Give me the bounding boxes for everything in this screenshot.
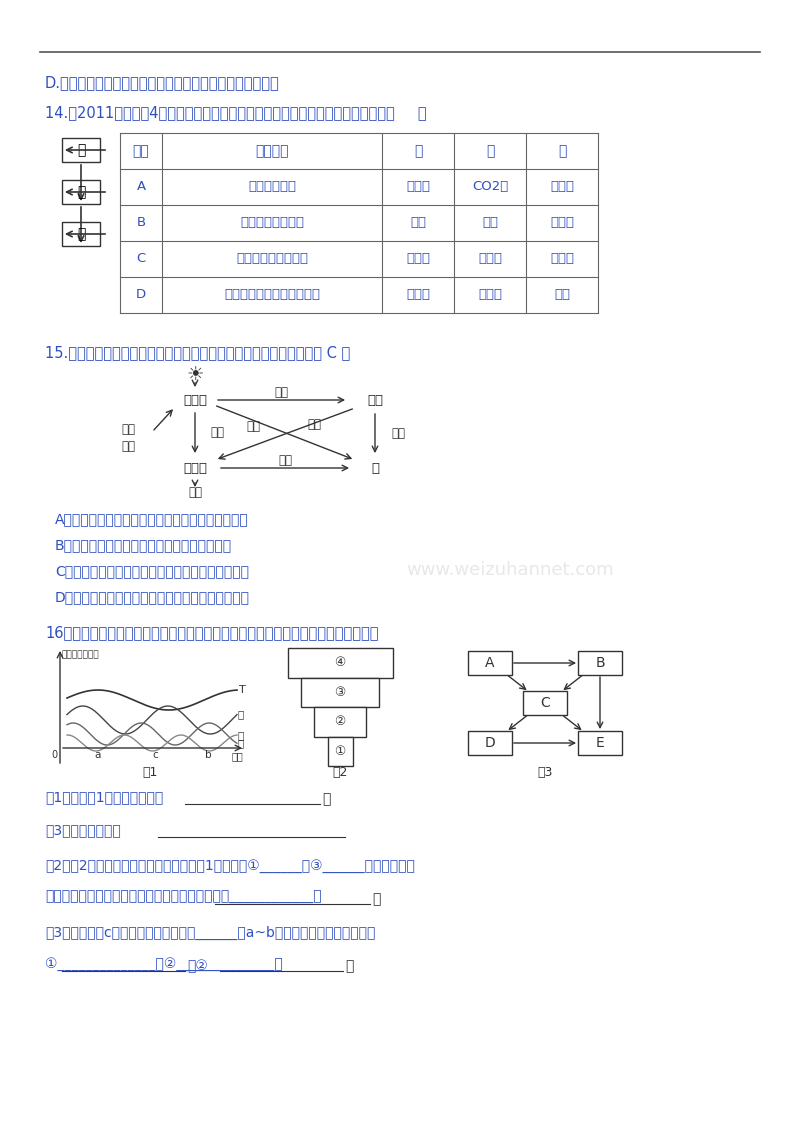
- Text: www.weizuhannet.com: www.weizuhannet.com: [406, 561, 614, 578]
- Text: ．: ．: [322, 792, 330, 806]
- Text: C: C: [136, 252, 146, 266]
- Text: 生产者: 生产者: [550, 180, 574, 194]
- Text: 淋巴: 淋巴: [482, 216, 498, 230]
- FancyBboxPatch shape: [468, 731, 512, 755]
- Text: 分解者: 分解者: [550, 252, 574, 266]
- Text: B: B: [137, 216, 146, 230]
- Text: A: A: [486, 657, 494, 670]
- Text: 甲状腺激素分泌的分级调节: 甲状腺激素分泌的分级调节: [224, 289, 320, 301]
- Text: 图2: 图2: [332, 766, 348, 779]
- Text: ④: ④: [334, 657, 346, 669]
- Text: 消费者: 消费者: [406, 180, 430, 194]
- Text: 血浆: 血浆: [410, 216, 426, 230]
- Text: A．微生物也能利用农作物通过光合作用储存的能量: A．微生物也能利用农作物通过光合作用储存的能量: [55, 512, 249, 526]
- Text: （1）写出图1中的食物链为：: （1）写出图1中的食物链为：: [45, 790, 163, 804]
- Text: 甲: 甲: [238, 710, 244, 720]
- Text: D.无机环境中的物质可以通过多种途径被生物群落反复利用: D.无机环境中的物质可以通过多种途径被生物群落反复利用: [45, 75, 280, 91]
- Text: ①______________；②______________。: ①______________；②______________。: [45, 957, 282, 971]
- Text: 沼渣
沼液: 沼渣 沼液: [121, 423, 135, 453]
- Text: 甲状腺: 甲状腺: [478, 289, 502, 301]
- Text: 丙: 丙: [558, 144, 566, 158]
- Text: 粪便: 粪便: [278, 454, 292, 466]
- Text: c: c: [153, 751, 158, 760]
- Text: ②: ②: [334, 715, 346, 728]
- Text: C: C: [540, 696, 550, 710]
- Text: 生态系统的能量流向: 生态系统的能量流向: [236, 252, 308, 266]
- FancyBboxPatch shape: [327, 737, 353, 766]
- Text: C．沼渣、沼液作为肥料还田，使能量能够循环利用: C．沼渣、沼液作为肥料还田，使能量能够循环利用: [55, 564, 249, 578]
- Text: B: B: [595, 657, 605, 670]
- Text: D: D: [136, 289, 146, 301]
- FancyBboxPatch shape: [468, 651, 512, 675]
- Text: 食物: 食物: [307, 418, 322, 431]
- Text: 。: 。: [345, 959, 354, 974]
- Text: 图3中的食物链为：: 图3中的食物链为：: [45, 823, 121, 837]
- FancyBboxPatch shape: [578, 731, 622, 755]
- Text: A: A: [137, 180, 146, 194]
- Text: 杀丙，则甲的数量在较长一段时间内的变化过程是____________。: 杀丙，则甲的数量在较长一段时间内的变化过程是____________。: [45, 890, 322, 904]
- FancyBboxPatch shape: [578, 651, 622, 675]
- Text: 表示内容: 表示内容: [255, 144, 289, 158]
- Text: B．沼气池中的微生物也是该生态系统的分解者: B．沼气池中的微生物也是该生态系统的分解者: [55, 538, 232, 552]
- Text: 农作物: 农作物: [183, 394, 207, 406]
- FancyBboxPatch shape: [62, 222, 100, 246]
- Text: 15.如图是一个农业生态系统模式图，关于该系统的叙述，错误的是（ C ）: 15.如图是一个农业生态系统模式图，关于该系统的叙述，错误的是（ C ）: [45, 345, 350, 360]
- Text: （2）图2能量金字塔中各营养级对应于图1的名称：①______；③______；如果大量捕: （2）图2能量金字塔中各营养级对应于图1的名称：①______；③______；…: [45, 859, 415, 873]
- Text: 生产者: 生产者: [406, 252, 430, 266]
- Text: ①: ①: [334, 745, 346, 757]
- Text: 食物: 食物: [391, 427, 405, 440]
- Text: 丙: 丙: [238, 730, 244, 740]
- Text: a: a: [94, 751, 101, 760]
- Text: 乙: 乙: [486, 144, 494, 158]
- Text: 饲料: 饲料: [274, 386, 289, 398]
- Text: ；②: ；②: [187, 959, 208, 974]
- Text: 14.（2011年福建卷4．）下表选项中，甲、乙、丙三者关系能用右下图表示的是（     ）: 14.（2011年福建卷4．）下表选项中，甲、乙、丙三者关系能用右下图表示的是（…: [45, 105, 426, 120]
- Text: 碳元素的流向: 碳元素的流向: [248, 180, 296, 194]
- Text: 消费者: 消费者: [478, 252, 502, 266]
- Text: 图1: 图1: [142, 766, 158, 779]
- FancyBboxPatch shape: [287, 648, 393, 677]
- Text: 家畜: 家畜: [367, 394, 383, 406]
- Text: 丙: 丙: [77, 228, 85, 241]
- Text: E: E: [596, 736, 604, 751]
- FancyBboxPatch shape: [62, 180, 100, 204]
- Text: T: T: [239, 685, 246, 695]
- Text: ☀: ☀: [186, 366, 204, 385]
- FancyBboxPatch shape: [523, 691, 567, 715]
- FancyBboxPatch shape: [62, 138, 100, 162]
- Text: 沼气: 沼气: [188, 486, 202, 498]
- Text: 时间: 时间: [231, 751, 243, 761]
- Text: 内环境成分的关系: 内环境成分的关系: [240, 216, 304, 230]
- Text: 秸秆: 秸秆: [210, 427, 224, 439]
- Text: 。: 。: [372, 892, 380, 906]
- Text: 种群密度相对值: 种群密度相对值: [62, 650, 100, 659]
- FancyBboxPatch shape: [301, 677, 379, 708]
- FancyBboxPatch shape: [314, 708, 366, 737]
- Text: 16、下图是某一生态系统中部分生物的食物关系及碳循环示意图。请据图回答问题：: 16、下图是某一生态系统中部分生物的食物关系及碳循环示意图。请据图回答问题：: [45, 625, 378, 640]
- Text: b: b: [205, 751, 211, 760]
- Text: 乙: 乙: [238, 738, 244, 748]
- Text: 人: 人: [371, 462, 379, 474]
- Text: 粪便: 粪便: [246, 420, 260, 432]
- Text: 甲: 甲: [77, 143, 85, 157]
- Text: （3）甲种群在c点处的年龄组成类型是______，a~b段种群数量下降的原因有：: （3）甲种群在c点处的年龄组成类型是______，a~b段种群数量下降的原因有：: [45, 926, 375, 941]
- Text: ③: ③: [334, 686, 346, 698]
- Text: 选项: 选项: [133, 144, 150, 158]
- Text: 下丘脑: 下丘脑: [406, 289, 430, 301]
- Text: 沼气池: 沼气池: [183, 462, 207, 474]
- Text: D: D: [485, 736, 495, 751]
- Text: D．多途径利用农作物可提高该系统的能量利用效率: D．多途径利用农作物可提高该系统的能量利用效率: [55, 590, 250, 604]
- Text: CO2库: CO2库: [472, 180, 508, 194]
- Text: 垂体: 垂体: [554, 289, 570, 301]
- Text: 乙: 乙: [77, 185, 85, 199]
- Text: 0: 0: [51, 751, 57, 760]
- Text: 图3: 图3: [538, 766, 553, 779]
- Text: 甲: 甲: [414, 144, 422, 158]
- Text: 组织液: 组织液: [550, 216, 574, 230]
